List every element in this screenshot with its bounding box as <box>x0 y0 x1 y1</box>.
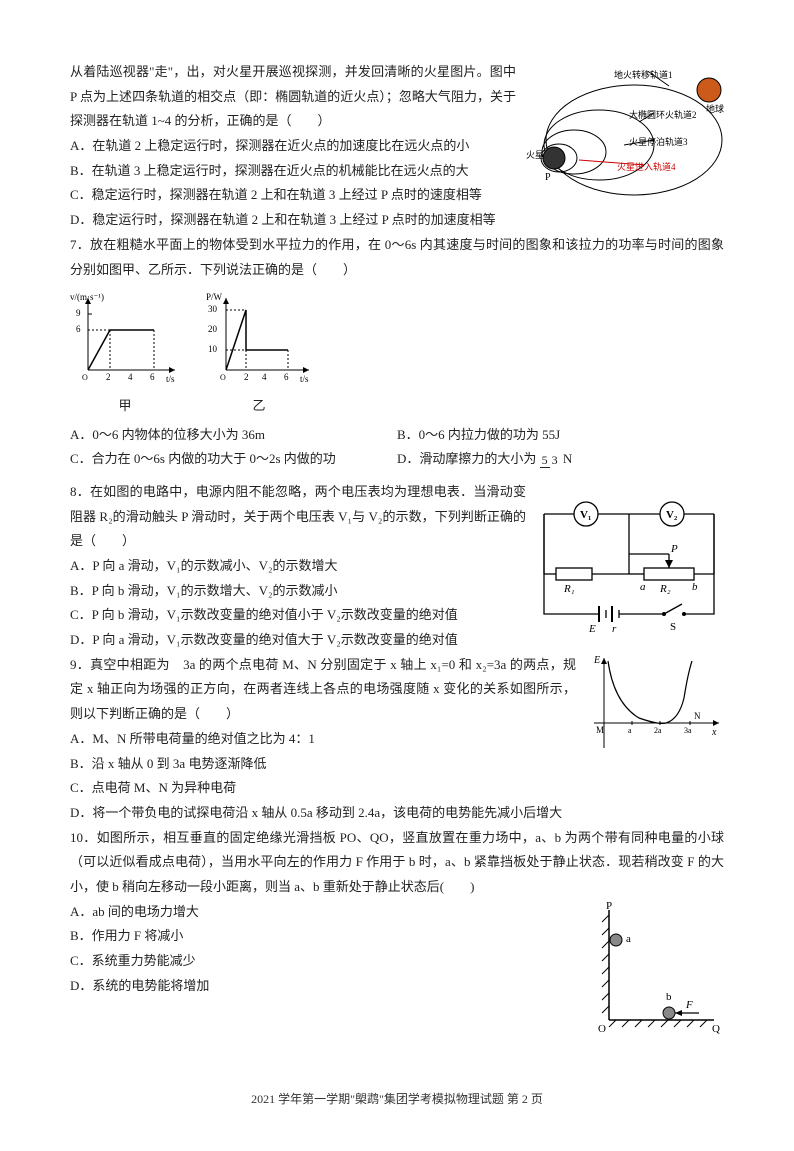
svg-text:E: E <box>593 655 600 666</box>
graph-yi-label: 乙 <box>204 394 314 419</box>
svg-text:t/s: t/s <box>300 374 309 384</box>
svg-text:a: a <box>628 726 632 735</box>
svg-text:4: 4 <box>262 372 267 382</box>
svg-text:3a: 3a <box>684 726 692 735</box>
svg-text:P: P <box>670 543 678 555</box>
svg-text:t/s: t/s <box>166 374 175 384</box>
q7-optD: D．滑动摩擦力的大小为 53 N <box>397 447 724 472</box>
svg-text:6: 6 <box>284 372 289 382</box>
graph-jia: v/(m·s⁻¹) t/s 6 9 O 2 4 6 <box>70 290 180 385</box>
circuit-figure: V₁ V₂ R₁ P a b R₂ E r S <box>534 484 724 643</box>
page-footer: 2021 学年第一学期"㮾鹉"集团学考模拟物理试题 第 2 页 <box>70 1088 724 1111</box>
svg-text:b: b <box>692 581 698 593</box>
svg-text:火星停泊轨道3: 火星停泊轨道3 <box>629 136 688 147</box>
svg-text:R₂: R₂ <box>659 583 671 595</box>
q7-graphs: v/(m·s⁻¹) t/s 6 9 O 2 4 6 甲 P/W t/s 10 2… <box>70 290 724 418</box>
svg-text:大椭圆环火轨道2: 大椭圆环火轨道2 <box>629 109 697 120</box>
q7-optC: C．合力在 0～6s 内做的功大于 0～2s 内做的功 <box>70 447 397 472</box>
q9-optD: D．将一个带负电的试探电荷沿 x 轴从 0.5a 移动到 2.4a，该电荷的电势… <box>70 801 724 826</box>
graph-jia-label: 甲 <box>70 394 180 419</box>
svg-text:v/(m·s⁻¹): v/(m·s⁻¹) <box>70 292 104 302</box>
q7-optB: B．0～6 内拉力做的功为 55J <box>397 423 724 448</box>
svg-text:2: 2 <box>244 372 249 382</box>
q9-optC: C．点电荷 M、N 为异种电荷 <box>70 776 724 801</box>
svg-text:10: 10 <box>208 344 218 354</box>
svg-text:9: 9 <box>76 308 81 318</box>
svg-text:6: 6 <box>150 372 155 382</box>
svg-text:火星进入轨道4: 火星进入轨道4 <box>617 161 676 172</box>
svg-text:x: x <box>711 727 717 738</box>
svg-text:2: 2 <box>106 372 111 382</box>
svg-text:a: a <box>626 933 631 945</box>
svg-text:F: F <box>685 999 693 1011</box>
svg-text:20: 20 <box>208 324 218 334</box>
svg-text:地火转移轨道1: 地火转移轨道1 <box>614 69 673 80</box>
svg-text:V₁: V₁ <box>580 509 591 521</box>
svg-text:30: 30 <box>208 304 218 314</box>
q6-optD: D．稳定运行时，探测器在轨道 2 上和在轨道 3 上经过 P 点时的加速度相等 <box>70 208 724 233</box>
svg-text:2a: 2a <box>654 726 662 735</box>
svg-text:r: r <box>612 623 617 634</box>
svg-text:S: S <box>670 621 676 633</box>
q7-stem: 7．放在粗糙水平面上的物体受到水平拉力的作用，在 0～6s 内其速度与时间的图象… <box>70 233 724 282</box>
svg-text:M: M <box>596 725 604 735</box>
svg-text:P: P <box>606 900 612 912</box>
svg-text:b: b <box>666 991 672 1003</box>
graph-yi: P/W t/s 10 20 30 O 2 4 6 <box>204 290 314 385</box>
svg-text:O: O <box>82 373 88 382</box>
wall-figure: P O Q a b F <box>574 900 724 1049</box>
svg-text:地球: 地球 <box>706 103 724 114</box>
q7-optA: A．0～6 内物体的位移大小为 36m <box>70 423 397 448</box>
svg-text:a: a <box>640 581 646 593</box>
svg-text:4: 4 <box>128 372 133 382</box>
svg-text:6: 6 <box>76 324 81 334</box>
svg-text:P/W: P/W <box>206 292 223 302</box>
field-curve-figure: E x M N a 2a 3a <box>584 653 724 762</box>
svg-text:R₁: R₁ <box>563 583 575 595</box>
svg-text:O: O <box>598 1023 606 1035</box>
svg-text:Q: Q <box>712 1023 720 1035</box>
svg-text:E: E <box>588 623 596 634</box>
svg-text:N: N <box>694 711 701 721</box>
svg-text:O: O <box>220 373 226 382</box>
svg-text:火星: 火星 <box>526 150 544 160</box>
orbit-figure: P 火星 地球 地火转移轨道1 大椭圆环火轨道2 火星停泊轨道3 火星进入轨道4 <box>524 60 724 209</box>
svg-text:V₂: V₂ <box>666 509 678 521</box>
svg-text:P: P <box>545 172 551 183</box>
q10-stem: 10．如图所示，相互垂直的固定绝缘光滑挡板 PO、QO，竖直放置在重力场中，a、… <box>70 826 724 900</box>
